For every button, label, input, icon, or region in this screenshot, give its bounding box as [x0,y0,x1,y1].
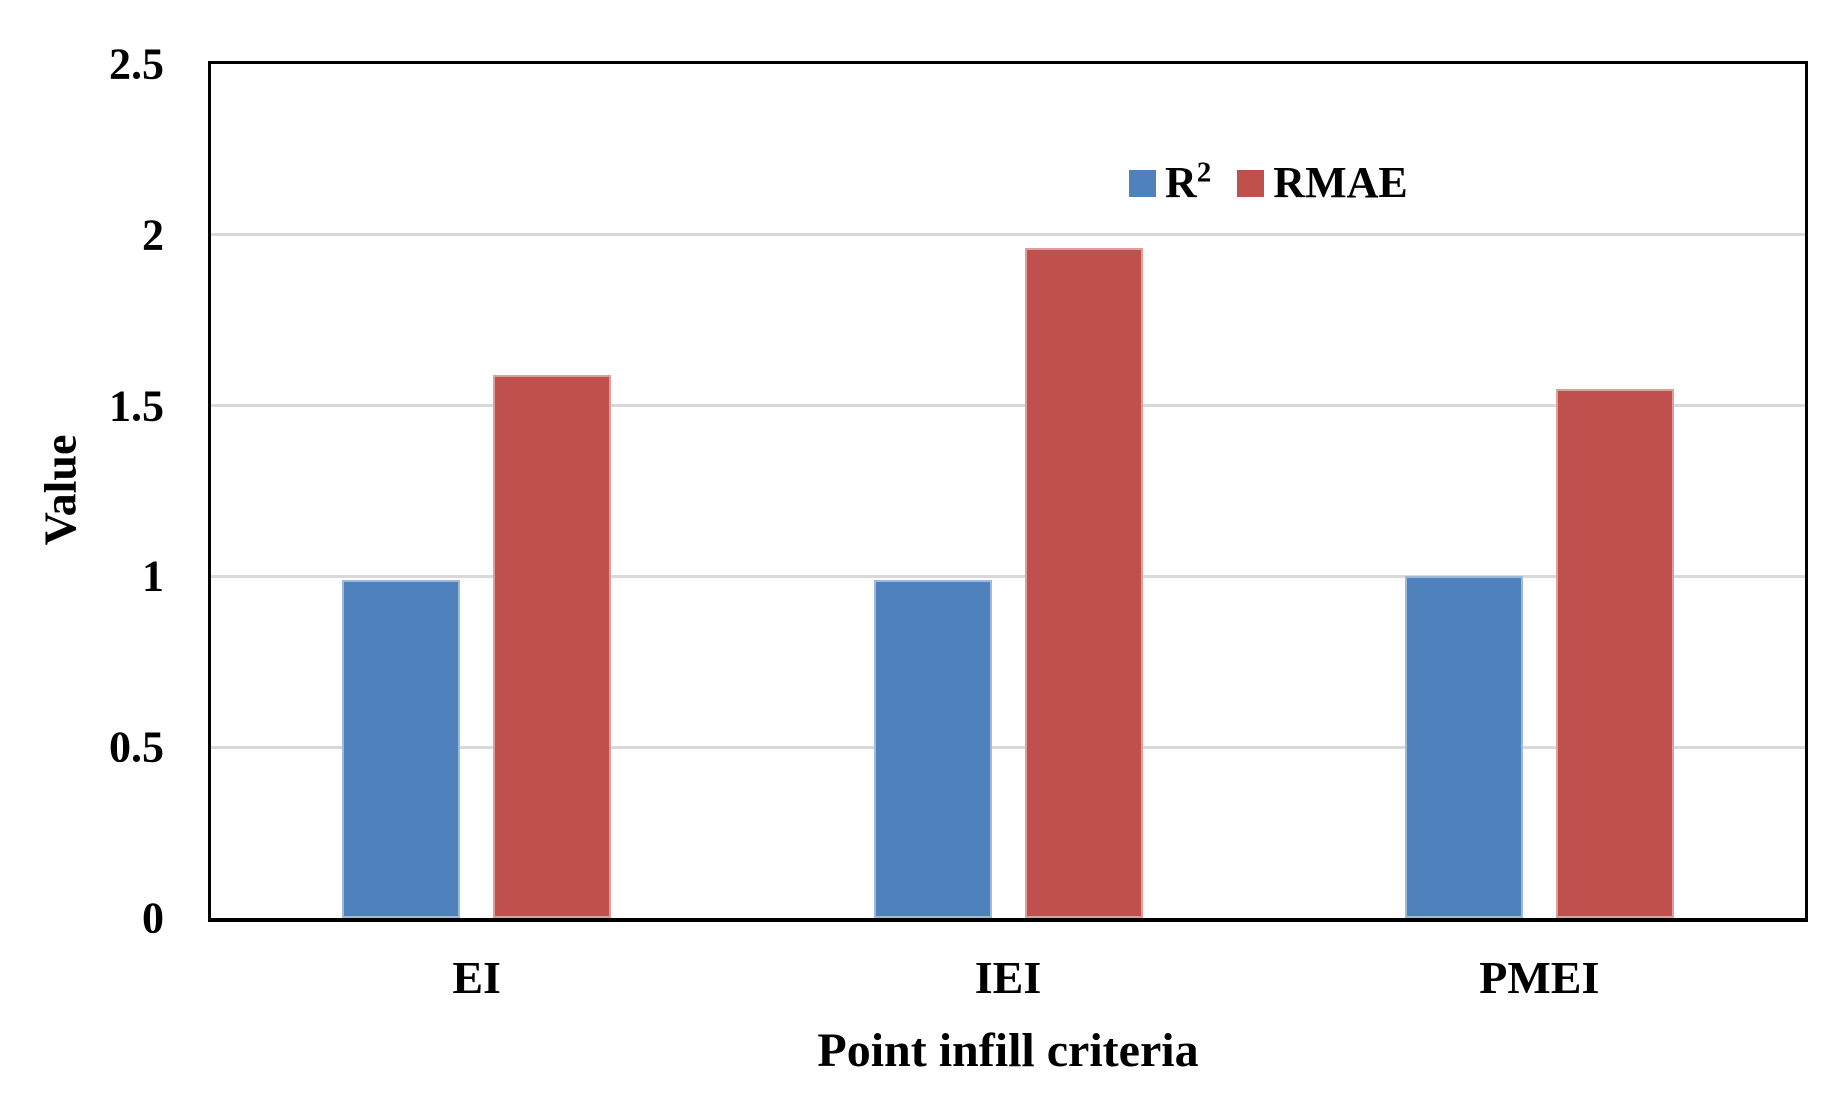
x-axis-title: Point infill criteria [817,1024,1199,1077]
gridline [211,745,1805,749]
gridline [211,233,1805,237]
bar-RMAE-PMEI [1555,388,1674,918]
bar-R2-PMEI [1404,576,1523,918]
y-tick-label: 2 [142,210,164,260]
x-axis-tick-labels: EI IEI PMEI [211,951,1805,1011]
x-tick-label-PMEI: PMEI [1479,952,1600,1003]
y-tick-label: 1 [142,551,164,601]
legend-item-R2: R2 [1129,156,1211,210]
x-tick-label-IEI: IEI [974,952,1042,1003]
bar-RMAE-EI [493,374,612,918]
legend-label: R2 [1165,156,1212,207]
bar-RMAE-IEI [1024,248,1143,918]
y-tick-label: 1.5 [109,381,164,431]
bar-R2-IEI [873,579,992,918]
x-tick-label-EI: EI [452,952,501,1003]
legend-label: RMAE [1273,158,1408,207]
legend-swatch-icon [1237,169,1265,197]
legend-swatch-icon [1129,169,1156,197]
y-tick-label: 0 [142,893,164,943]
gridline [211,574,1805,578]
gridline [211,404,1805,408]
y-tick-label: 0.5 [109,722,164,772]
y-axis-title: Value [34,434,86,546]
y-tick-label: 2.5 [109,39,164,89]
legend-item-RMAE: RMAE [1237,156,1408,210]
legend: R2 RMAE [1129,156,1408,210]
plot-area: R2 RMAE [208,61,1808,922]
bar-R2-EI [342,579,461,918]
